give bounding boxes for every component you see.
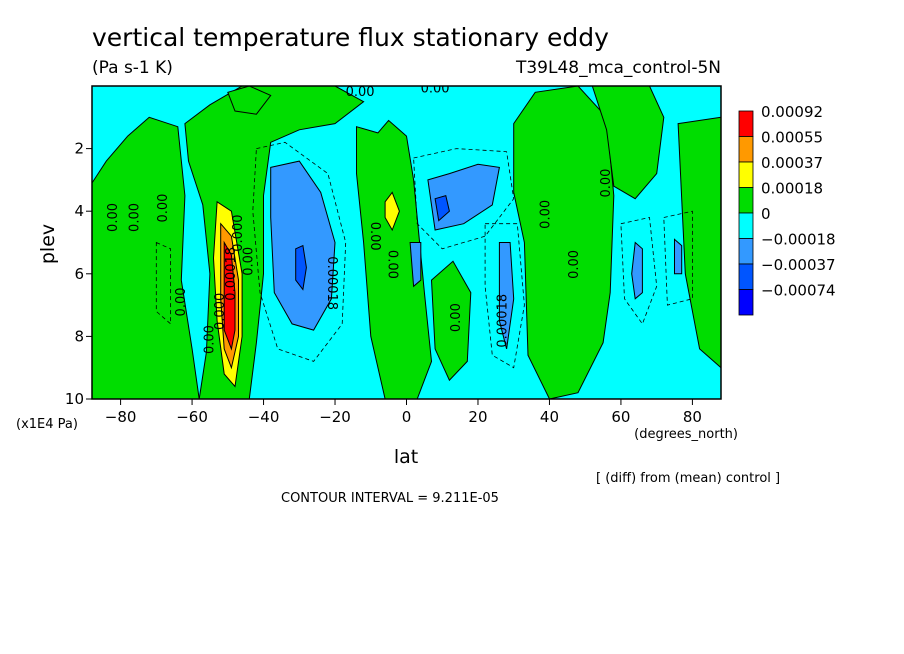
- y-tick-label: 8: [74, 327, 84, 345]
- x-tick-label: 0: [402, 408, 412, 426]
- legend-label: 0.00055: [761, 129, 823, 147]
- dashed-contour-line: [620, 217, 658, 325]
- x-axis-label: lat: [394, 446, 418, 468]
- dashed-contour-line: [155, 241, 171, 325]
- green-cell-top-left: [227, 86, 272, 115]
- y-tick-label: 4: [74, 202, 84, 220]
- contour-interval: CONTOUR INTERVAL = 9.211E-05: [281, 491, 499, 506]
- chart-title: vertical temperature flux stationary edd…: [92, 23, 609, 52]
- legend-label: 0.00037: [761, 154, 823, 172]
- blue-cell-65n: [631, 241, 643, 300]
- contour-label: 0.00: [385, 250, 400, 279]
- legend-swatch: [738, 110, 754, 137]
- x-tick-label: 60: [611, 408, 630, 426]
- y-axis-ticks: 2 4 6 8 10: [65, 140, 92, 408]
- green-band-far-south: [92, 116, 200, 399]
- contour-label: 0.00: [127, 203, 142, 232]
- contour-label: 0.00: [174, 287, 189, 316]
- contour-label: 0.00: [599, 169, 614, 198]
- green-band-north-pole: [677, 116, 721, 369]
- x-axis-ticks: −80 −60 −40 −20 0 20 40 60 80: [105, 399, 702, 426]
- yellow-cell-equator: [384, 191, 400, 232]
- legend-swatch: [738, 187, 754, 214]
- y-tick-label: 10: [65, 390, 84, 408]
- contour-label: 0.000: [231, 215, 246, 252]
- x-tick-label: 20: [468, 408, 487, 426]
- contour-label: 0.00: [421, 82, 450, 97]
- contour-label: 0.00: [106, 203, 121, 232]
- green-band-north-mid: [513, 86, 615, 399]
- color-legend: 0.00092 0.00055 0.00037 0.00018 0 −0.00018 −0.…: [738, 103, 836, 316]
- legend-swatch: [738, 161, 754, 188]
- filled-contours: [92, 86, 721, 399]
- legend-swatch: [738, 263, 754, 290]
- contour-label: 0.00: [156, 194, 171, 223]
- run-label: T39L48_mca_control-5N: [515, 58, 721, 78]
- x-tick-label: −40: [248, 408, 280, 426]
- contour-label: 0.00018: [224, 247, 239, 301]
- blue-cell-0n: [409, 242, 422, 288]
- x-tick-label: 80: [683, 408, 702, 426]
- legend-label: 0: [761, 205, 771, 223]
- contour-label: 0.00: [449, 303, 464, 332]
- red-core-50s: [223, 240, 236, 351]
- legend-swatch: [738, 212, 754, 239]
- y-axis-label: plev: [37, 224, 59, 264]
- x-tick-label: 40: [540, 408, 559, 426]
- blue-cell-30n: [498, 242, 515, 350]
- legend-label: −0.00074: [761, 282, 836, 300]
- x-axis-units: (degrees_north): [634, 427, 738, 442]
- contour-label: 0.000: [213, 293, 228, 330]
- green-band-equator: [356, 119, 433, 399]
- blue-cell-75n: [674, 238, 683, 275]
- x-tick-label: −60: [176, 408, 208, 426]
- legend-label: −0.00037: [761, 256, 836, 274]
- chart-units: (Pa s-1 K): [92, 58, 173, 78]
- dashed-contour-line: [663, 210, 693, 306]
- legend-label: −0.00018: [761, 231, 836, 249]
- green-cell-north-tropics: [430, 260, 472, 382]
- contour-label: 0.00: [346, 85, 375, 100]
- contour-label: 0.00: [367, 222, 382, 251]
- contour-label: 0.00: [538, 200, 553, 229]
- dashed-contour-line: [484, 223, 525, 369]
- y-axis-units: (x1E4 Pa): [16, 417, 78, 432]
- contour-label: 0.00: [202, 325, 217, 354]
- x-tick-label: −20: [319, 408, 351, 426]
- dashed-contour-line: [413, 148, 515, 250]
- blue-core-30s: [295, 244, 307, 291]
- legend-swatch: [738, 238, 754, 265]
- x-tick-label: −80: [105, 408, 137, 426]
- dashed-contour-line: [252, 141, 347, 362]
- legend-label: 0.00018: [761, 180, 823, 198]
- contour-label: 0.00018: [324, 256, 339, 310]
- contour-lines: [155, 141, 693, 369]
- legend-label: 0.00092: [761, 103, 823, 121]
- legend-swatch: [738, 136, 754, 163]
- legend-swatch: [738, 289, 754, 316]
- y-tick-label: 2: [74, 140, 84, 158]
- contour-label: 0.00018: [495, 294, 510, 348]
- y-tick-label: 6: [74, 265, 84, 283]
- contour-label: 0.00: [567, 250, 582, 279]
- green-band-north-high: [591, 86, 665, 200]
- contour-label: 0.00: [242, 247, 257, 276]
- blue-core-10n: [434, 194, 450, 222]
- footnote: [ (diff) from (mean) control ]: [596, 471, 780, 486]
